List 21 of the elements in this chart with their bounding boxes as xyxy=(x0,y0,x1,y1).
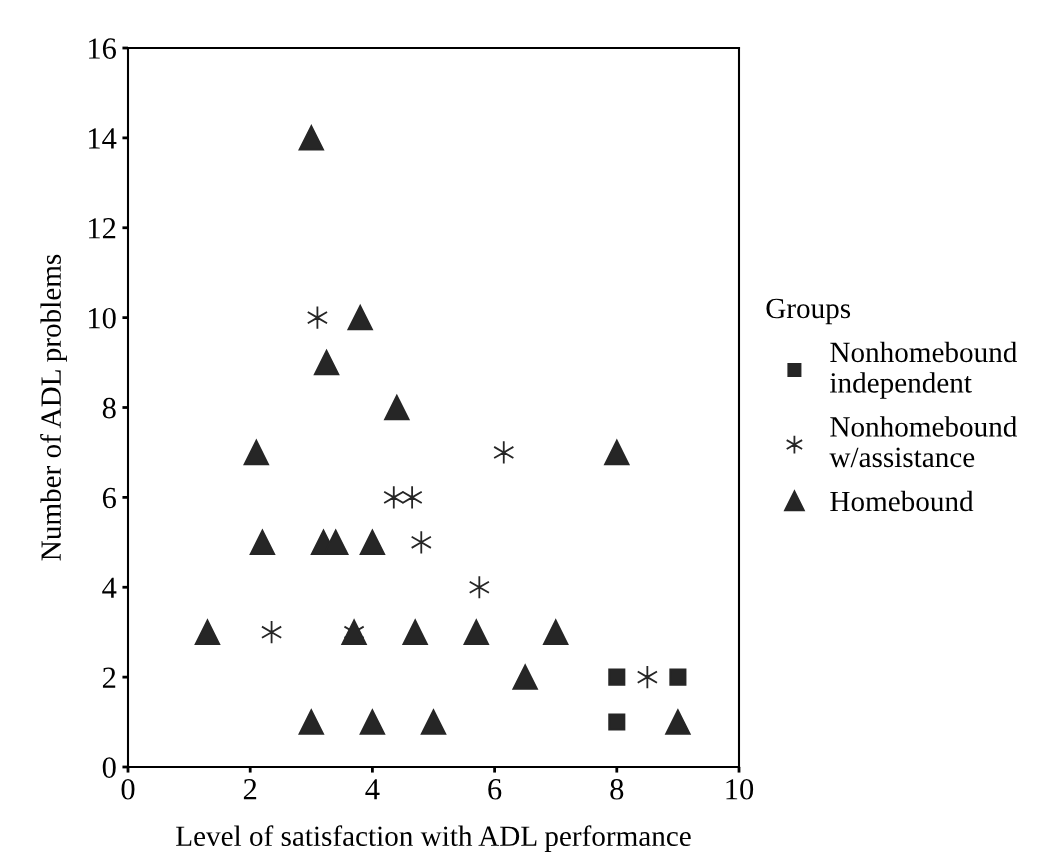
y-axis-title: Number of ADL problems xyxy=(40,254,67,561)
x-tick-label: 8 xyxy=(610,778,624,800)
y-tick-label: 4 xyxy=(102,577,117,598)
y-tick-label: 8 xyxy=(102,397,116,419)
y-tick-label: 2 xyxy=(102,667,116,688)
x-tick-label: 4 xyxy=(365,779,380,800)
x-tick-label: 10 xyxy=(726,778,754,800)
y-tick-label: 6 xyxy=(102,487,116,509)
y-tick-label: 14 xyxy=(89,128,117,149)
x-tick-label: 0 xyxy=(121,778,135,800)
x-tick-label: 2 xyxy=(243,779,257,800)
y-tick-label: 0 xyxy=(102,757,116,778)
x-axis-title: Level of satisfaction with ADL performance xyxy=(176,825,691,853)
legend-label: Homebound xyxy=(830,490,974,512)
legend-title: Groups xyxy=(766,298,851,325)
legend-label: Nonhomebound w/assistance xyxy=(829,416,1018,468)
legend-label: Nonhomebound independent xyxy=(830,341,1018,399)
y-tick-label: 10 xyxy=(89,307,116,329)
x-tick-label: 6 xyxy=(488,779,502,800)
y-tick-label: 16 xyxy=(89,38,116,59)
y-tick-label: 12 xyxy=(89,218,116,239)
